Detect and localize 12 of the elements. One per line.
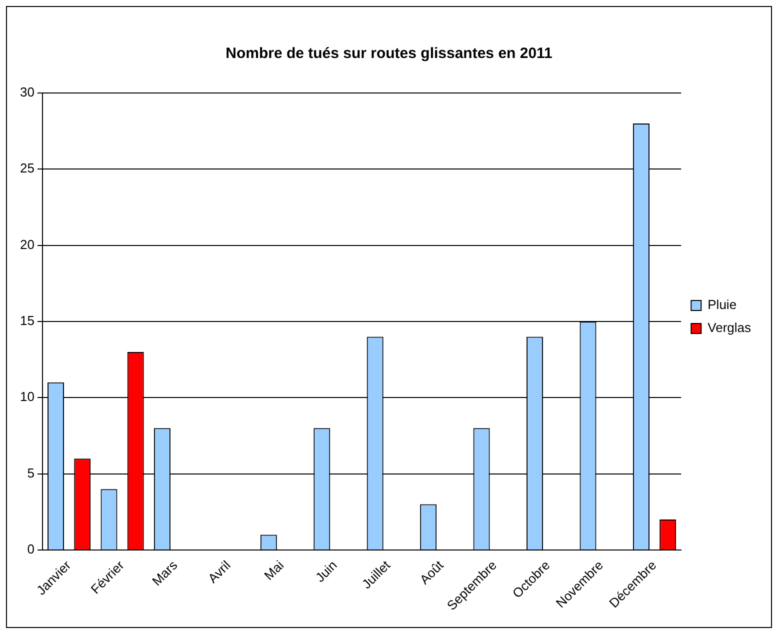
legend-label: Pluie — [708, 297, 737, 312]
chart-title: Nombre de tués sur routes glissantes en 2011 — [226, 45, 552, 62]
y-tick-label: 15 — [20, 313, 34, 328]
y-tick-label: 30 — [20, 84, 34, 100]
y-tick-label: 25 — [20, 160, 34, 176]
x-tick-label: Mai — [261, 557, 287, 583]
legend-label: Verglas — [708, 320, 752, 336]
y-tick-label: 0 — [27, 542, 34, 557]
y-tick-label: 5 — [27, 465, 34, 480]
y-tick-label: 10 — [20, 389, 34, 404]
x-tick-label: Juin — [312, 558, 340, 586]
y-tick-label: 20 — [20, 236, 34, 252]
